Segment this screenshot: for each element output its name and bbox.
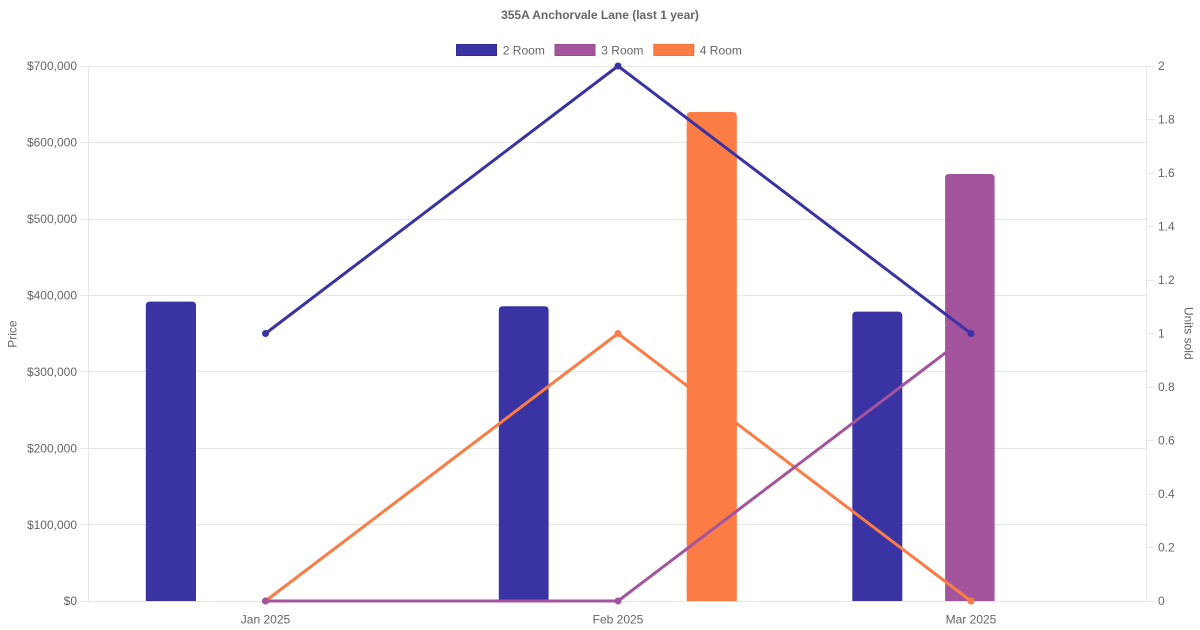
svg-text:$600,000: $600,000 <box>27 136 77 150</box>
svg-text:0.2: 0.2 <box>1158 541 1175 555</box>
svg-text:355A Anchorvale Lane (last 1 y: 355A Anchorvale Lane (last 1 year) <box>501 8 699 22</box>
svg-text:0.8: 0.8 <box>1158 380 1175 394</box>
svg-text:1.6: 1.6 <box>1158 166 1175 180</box>
svg-text:$700,000: $700,000 <box>27 59 77 73</box>
svg-text:$400,000: $400,000 <box>27 289 77 303</box>
svg-text:Jan 2025: Jan 2025 <box>241 612 291 626</box>
svg-text:1.2: 1.2 <box>1158 273 1175 287</box>
svg-text:Feb 2025: Feb 2025 <box>593 612 644 626</box>
svg-text:$500,000: $500,000 <box>27 212 77 226</box>
svg-text:4 Room: 4 Room <box>700 44 742 58</box>
svg-text:$0: $0 <box>64 594 78 608</box>
svg-text:$100,000: $100,000 <box>27 518 77 532</box>
svg-text:$200,000: $200,000 <box>27 441 77 455</box>
svg-text:0.4: 0.4 <box>1158 487 1175 501</box>
svg-text:Price: Price <box>5 320 19 348</box>
svg-text:2: 2 <box>1158 59 1165 73</box>
svg-text:1.8: 1.8 <box>1158 113 1175 127</box>
svg-text:2 Room: 2 Room <box>503 44 545 58</box>
svg-text:1: 1 <box>1158 327 1165 341</box>
svg-text:Mar 2025: Mar 2025 <box>946 612 997 626</box>
svg-text:1.4: 1.4 <box>1158 220 1175 234</box>
svg-text:3 Room: 3 Room <box>601 44 643 58</box>
svg-text:0.6: 0.6 <box>1158 434 1175 448</box>
svg-text:Units sold: Units sold <box>1181 307 1195 360</box>
svg-text:$300,000: $300,000 <box>27 365 77 379</box>
svg-text:0: 0 <box>1158 594 1165 608</box>
